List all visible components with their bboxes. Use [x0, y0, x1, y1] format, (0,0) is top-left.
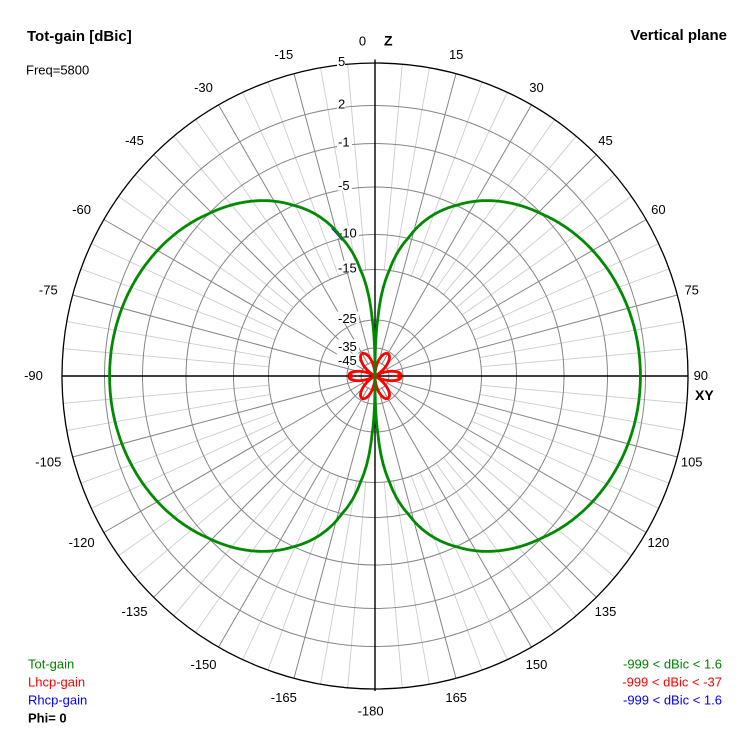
svg-text:135: 135 [595, 604, 617, 619]
svg-text:-165: -165 [271, 690, 297, 705]
svg-text:75: 75 [684, 282, 698, 297]
svg-text:150: 150 [526, 657, 548, 672]
svg-text:-35: -35 [338, 339, 357, 354]
svg-text:-150: -150 [190, 657, 216, 672]
svg-text:5: 5 [338, 54, 345, 69]
svg-text:-1: -1 [338, 135, 350, 150]
svg-text:-135: -135 [121, 604, 147, 619]
svg-text:-105: -105 [35, 455, 61, 470]
svg-text:Lhcp-gain: Lhcp-gain [28, 675, 85, 690]
svg-text:60: 60 [651, 202, 665, 217]
svg-text:-30: -30 [194, 80, 213, 95]
svg-text:-999 < dBic < 1.6: -999 < dBic < 1.6 [623, 693, 722, 708]
svg-text:-15: -15 [274, 47, 293, 62]
svg-text:-5: -5 [338, 178, 350, 193]
svg-text:-60: -60 [72, 202, 91, 217]
svg-text:-75: -75 [39, 282, 58, 297]
svg-text:-45: -45 [338, 353, 357, 368]
svg-text:-15: -15 [338, 261, 357, 276]
svg-text:Vertical plane: Vertical plane [630, 27, 727, 44]
svg-text:0: 0 [359, 34, 366, 49]
svg-text:-999 < dBic < 1.6: -999 < dBic < 1.6 [623, 657, 722, 672]
svg-text:-45: -45 [125, 133, 144, 148]
svg-text:-999 < dBic < -37: -999 < dBic < -37 [622, 675, 722, 690]
svg-text:Tot-gain [dBic]: Tot-gain [dBic] [27, 28, 132, 45]
svg-text:-120: -120 [69, 535, 95, 550]
svg-text:2: 2 [338, 97, 345, 112]
svg-text:165: 165 [445, 690, 467, 705]
svg-text:-90: -90 [24, 368, 43, 383]
svg-text:90: 90 [694, 368, 708, 383]
svg-text:45: 45 [598, 133, 612, 148]
svg-text:Rhcp-gain: Rhcp-gain [28, 693, 87, 708]
svg-text:XY: XY [695, 387, 714, 403]
svg-text:-25: -25 [338, 311, 357, 326]
svg-text:Tot-gain: Tot-gain [28, 657, 74, 672]
svg-text:30: 30 [529, 80, 543, 95]
svg-text:Z: Z [384, 33, 393, 49]
svg-text:120: 120 [648, 535, 670, 550]
svg-text:105: 105 [681, 455, 703, 470]
svg-text:Phi= 0: Phi= 0 [28, 711, 67, 726]
svg-text:-180: -180 [358, 704, 384, 719]
svg-text:Freq=5800: Freq=5800 [26, 63, 89, 78]
svg-text:15: 15 [449, 47, 463, 62]
